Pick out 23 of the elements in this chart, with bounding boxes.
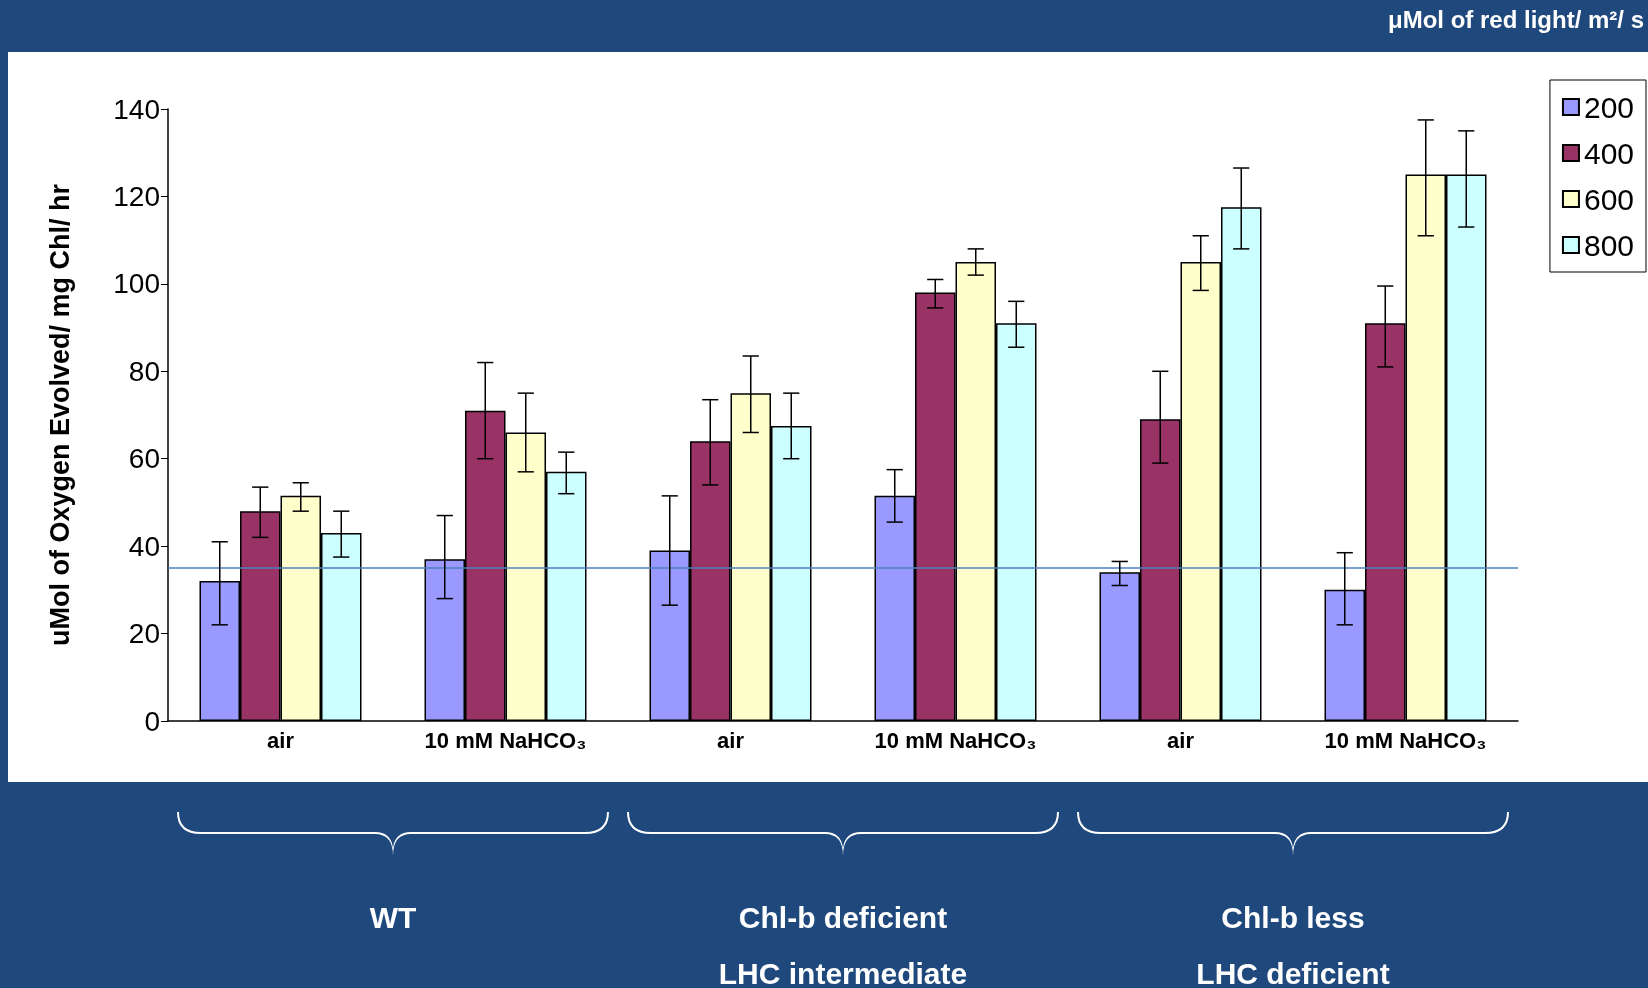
legend-label: 200 [1583,90,1635,124]
x-tick-label: air [717,727,745,753]
x-tick-label: air [1167,727,1195,753]
text: Chl-b less LHC deficient [1195,900,1391,988]
legend-label: 400 [1583,136,1635,170]
y-tick-label: 20 [128,618,160,650]
x-tick-label: 10 mM NaHCO₃ [874,727,1037,753]
x-tick-label: 10 mM NaHCO₃ [424,727,587,753]
x-tick-label: 10 mM NaHCO₃ [1324,727,1487,753]
x-tick-label: air [267,727,295,753]
y-tick-label: 40 [128,530,160,562]
y-tick-label: 100 [113,268,160,300]
y-tick-label: 60 [128,443,160,475]
legend-label: 800 [1583,228,1635,262]
y-tick-label: 120 [113,180,160,212]
y-tick-label: 80 [128,355,160,387]
legend-title: μMol of red light/ m²/ s [1387,6,1644,34]
legend-label: 600 [1583,182,1635,216]
y-tick-label: 0 [144,705,160,737]
text: Chl-b deficient LHC intermediate [717,900,969,988]
y-axis-title: uMol of Oxygen Evolved/ mg Chl/ hr [44,183,75,647]
text: WT [368,900,418,936]
y-tick-label: 140 [113,93,160,125]
